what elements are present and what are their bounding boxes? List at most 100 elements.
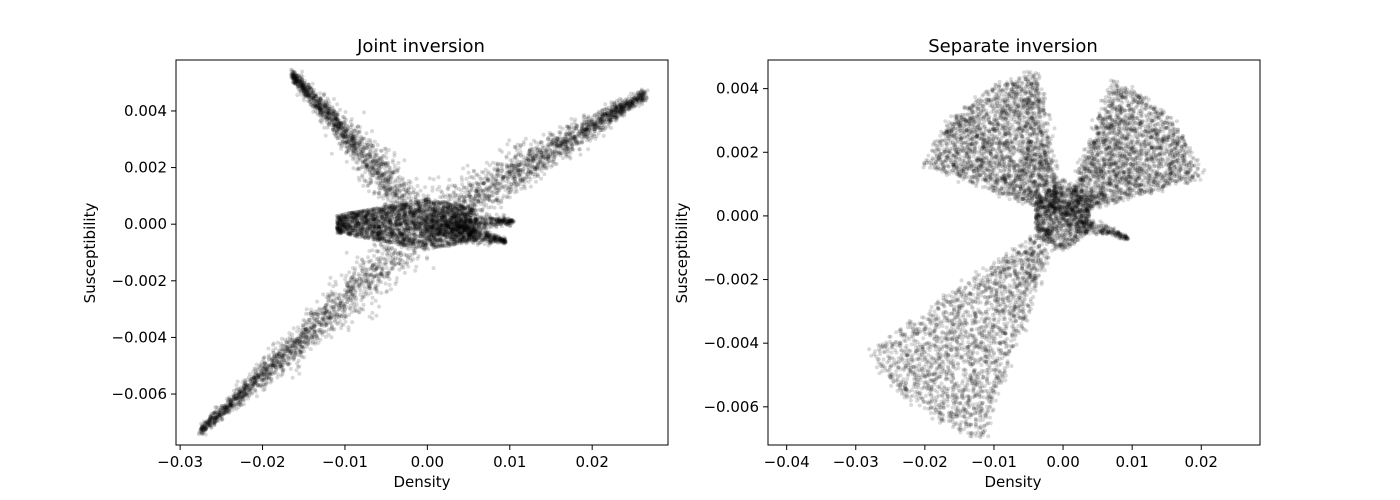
scatter-point: [589, 128, 593, 133]
scatter-point: [581, 114, 586, 119]
scatter-point: [381, 256, 386, 261]
scatter-point: [386, 170, 391, 175]
scatter-point: [261, 364, 266, 369]
scatter-point: [598, 117, 603, 122]
scatter-point: [304, 311, 308, 316]
scatter-point: [308, 331, 313, 336]
scatter-point: [431, 266, 436, 271]
scatter-point: [327, 282, 332, 287]
scatter-point: [363, 266, 368, 271]
scatter-point: [371, 144, 375, 148]
scatter-point: [331, 122, 336, 127]
scatter-point: [346, 328, 351, 333]
scatter-point: [343, 123, 348, 128]
scatter-point: [297, 371, 302, 376]
scatter-point: [319, 120, 324, 125]
scatter-point: [297, 76, 302, 81]
scatter-point: [309, 87, 314, 92]
scatter-point: [326, 104, 331, 109]
scatter-point: [395, 187, 399, 192]
scatter-point: [345, 146, 350, 150]
scatter-point: [318, 107, 323, 112]
scatter-point: [316, 103, 321, 108]
scatter-point: [336, 314, 341, 319]
scatter-point: [342, 295, 347, 300]
scatter-point: [485, 191, 490, 196]
scatter-point: [376, 279, 380, 284]
scatter-point: [358, 288, 363, 293]
scatter-point: [269, 367, 274, 372]
scatter-point: [261, 388, 266, 393]
scatter-point: [541, 132, 546, 137]
scatter-point: [577, 129, 582, 134]
scatter-point: [414, 200, 419, 205]
scatter-point: [335, 321, 340, 326]
scatter-point: [343, 132, 348, 137]
scatter-point: [360, 174, 365, 179]
scatter-point: [304, 92, 309, 97]
scatter-point: [392, 189, 397, 194]
scatter-point: [256, 372, 261, 377]
scatter-point: [507, 190, 512, 195]
scatter-point: [408, 198, 413, 203]
scatter-point: [314, 333, 319, 338]
scatter-point: [508, 171, 513, 176]
scatter-point: [452, 184, 457, 189]
scatter-point: [293, 80, 298, 85]
scatter-point: [383, 161, 388, 166]
scatter-point: [344, 117, 349, 122]
scatter-point: [397, 267, 402, 272]
scatter-point: [352, 143, 357, 148]
scatter-point: [369, 301, 374, 306]
scatter-point: [367, 164, 372, 169]
scatter-point: [542, 172, 547, 177]
scatter-point: [559, 142, 563, 147]
scatter-point: [293, 81, 298, 86]
scatter-point: [300, 87, 305, 92]
scatter-point: [361, 158, 365, 163]
scatter-point: [227, 397, 232, 402]
scatter-point: [381, 274, 385, 278]
scatter-point: [481, 201, 486, 206]
scatter-point: [347, 139, 352, 144]
scatter-point: [231, 394, 236, 399]
scatter-point: [354, 138, 359, 143]
scatter-point: [332, 114, 337, 119]
scatter-point: [384, 155, 389, 160]
scatter-point: [394, 193, 399, 198]
scatter-point: [342, 134, 347, 139]
scatter-point: [343, 140, 348, 145]
scatter-point: [307, 95, 312, 99]
scatter-point: [471, 196, 476, 201]
scatter-point: [252, 388, 257, 393]
scatter-point: [291, 74, 295, 79]
scatter-point: [361, 294, 365, 299]
scatter-point: [552, 145, 557, 150]
scatter-point: [298, 80, 303, 85]
scatter-point: [353, 146, 358, 151]
scatter-point: [406, 205, 411, 210]
scatter-point: [455, 193, 460, 198]
scatter-point: [400, 209, 405, 214]
scatter-point: [306, 95, 311, 99]
scatter-point: [344, 273, 349, 278]
scatter-point: [238, 392, 243, 397]
scatter-point: [342, 141, 347, 146]
scatter-point: [266, 346, 271, 351]
scatter-point: [530, 157, 535, 162]
scatter-point: [642, 89, 647, 94]
scatter-point: [300, 84, 305, 89]
scatter-point: [303, 336, 308, 340]
scatter-point: [277, 364, 282, 369]
scatter-point: [414, 176, 419, 181]
scatter-point: [391, 255, 395, 260]
scatter-point: [345, 127, 350, 132]
joint-inversion-chart: Joint inversion −0.03 −0.02 −0.01 0.00 0.01 0…: [81, 36, 669, 491]
scatter-point: [476, 194, 481, 199]
scatter-point: [318, 97, 323, 102]
scatter-point: [355, 129, 360, 134]
scatter-point: [296, 325, 300, 330]
scatter-point: [406, 190, 411, 195]
scatter-point: [279, 336, 284, 341]
scatter-point: [320, 112, 325, 117]
